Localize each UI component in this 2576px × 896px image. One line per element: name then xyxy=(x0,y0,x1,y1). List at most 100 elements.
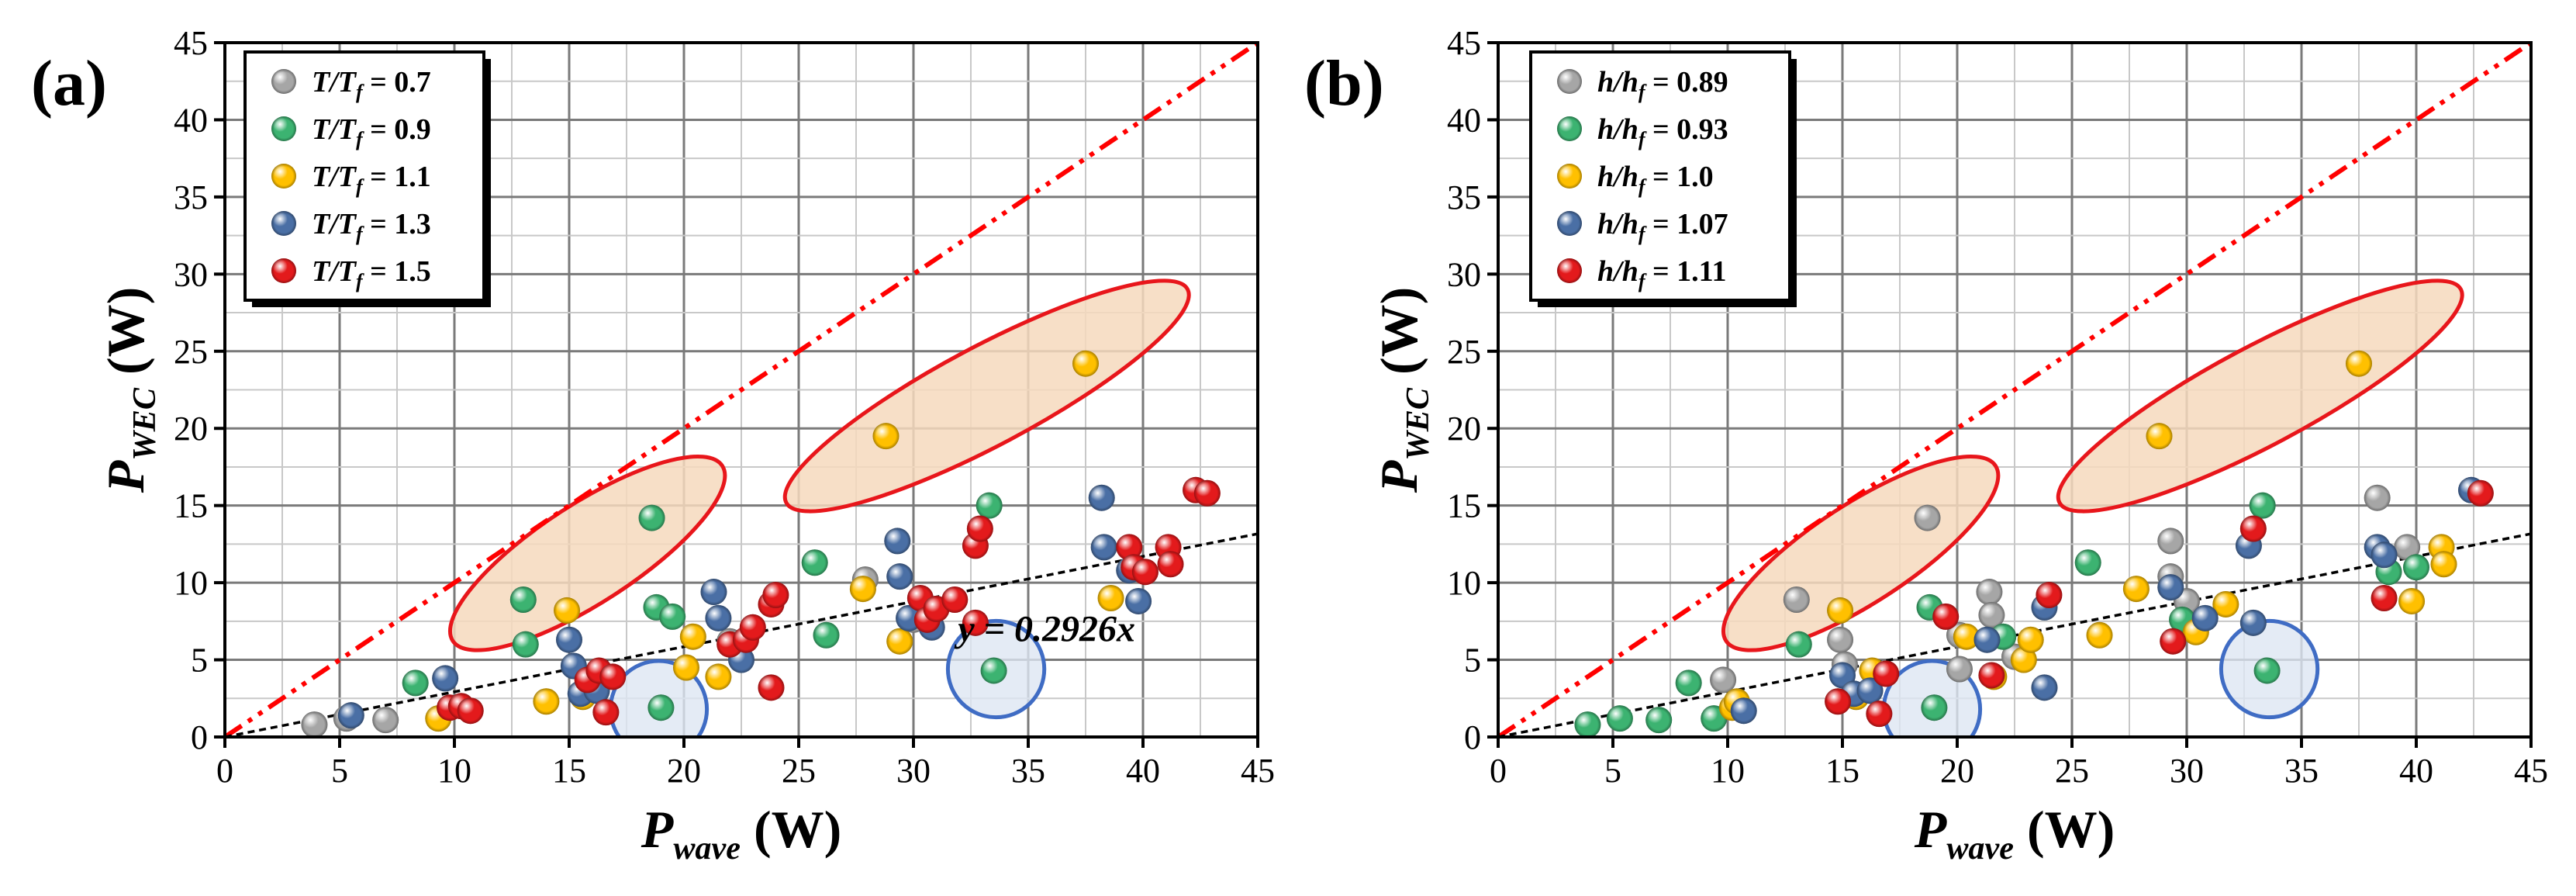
x-tick-label: 30 xyxy=(896,752,931,790)
x-tick-label: 35 xyxy=(1011,752,1045,790)
data-point xyxy=(966,515,993,542)
data-point xyxy=(2364,484,2391,511)
data-point xyxy=(1710,666,1737,694)
highlight-ellipse-2 xyxy=(2056,278,2464,514)
legend-marker xyxy=(1557,69,1582,94)
legend-marker xyxy=(1557,258,1582,283)
x-tick-label: 0 xyxy=(1490,752,1507,790)
data-point xyxy=(2371,585,2398,611)
data-point xyxy=(1090,534,1117,561)
legend-item-4: T/Tf = 1.3 xyxy=(271,208,431,245)
data-point xyxy=(2146,423,2173,450)
data-point xyxy=(975,492,1003,519)
data-point xyxy=(592,699,620,726)
legend-marker xyxy=(271,211,296,236)
legend-label: h/hf = 0.89 xyxy=(1597,66,1728,103)
x-tick-label: 0 xyxy=(216,752,233,790)
data-point xyxy=(1116,534,1143,561)
data-point xyxy=(1125,587,1152,614)
data-point xyxy=(1072,350,1099,377)
x-tick-label: 40 xyxy=(2399,752,2433,790)
data-point xyxy=(647,694,675,721)
data-point xyxy=(512,631,539,658)
identity-line xyxy=(1498,43,2531,737)
series-5 xyxy=(1825,479,2494,728)
data-point xyxy=(1193,479,1221,507)
axis-ticks: 00 5 5 10 10 15 15 20 20 25 25 30 30 35 35 40 40 45 45 xyxy=(174,24,1275,790)
panel-label: (b) xyxy=(1304,47,1384,119)
x-tick-label: 10 xyxy=(437,752,471,790)
data-point xyxy=(849,576,876,603)
data-point xyxy=(1873,660,1900,687)
data-point xyxy=(2191,604,2219,631)
legend-marker xyxy=(271,116,296,141)
y-axis-label: PWEC (W) xyxy=(1369,287,1436,494)
data-point xyxy=(762,582,789,609)
data-point xyxy=(1157,551,1184,578)
x-tick-label: 25 xyxy=(2055,752,2089,790)
data-point xyxy=(705,663,732,690)
legend-item-1: T/Tf = 0.7 xyxy=(271,66,431,103)
data-point xyxy=(1914,504,1941,531)
y-axis-label: PWEC (W) xyxy=(96,287,163,494)
data-point xyxy=(739,614,766,641)
data-point xyxy=(813,621,840,649)
data-point xyxy=(2017,626,2044,653)
legend-item-2: h/hf = 0.93 xyxy=(1557,113,1728,150)
data-point xyxy=(301,711,328,737)
data-point xyxy=(638,504,665,531)
data-point xyxy=(884,528,911,555)
series-5 xyxy=(437,476,1221,726)
data-point xyxy=(1976,579,2003,606)
legend-marker xyxy=(1557,116,1582,141)
legend-item-1: h/hf = 0.89 xyxy=(1557,66,1728,103)
legend-item-3: T/Tf = 1.1 xyxy=(271,161,431,198)
y-tick-label: 20 xyxy=(174,410,208,448)
x-tick-label: 5 xyxy=(331,752,348,790)
legend-label: T/Tf = 0.7 xyxy=(312,66,431,103)
data-point xyxy=(1932,603,1960,630)
data-point xyxy=(872,423,900,450)
x-tick-label: 45 xyxy=(1241,752,1275,790)
y-tick-label: 0 xyxy=(1464,718,1481,756)
data-point xyxy=(1675,669,1702,697)
legend-label: T/Tf = 1.5 xyxy=(312,255,431,292)
legend-label: T/Tf = 1.1 xyxy=(312,161,431,198)
data-point xyxy=(509,586,537,613)
data-point xyxy=(556,626,582,653)
panel-b: 00 5 5 10 10 15 15 20 20 25 25 30 30 35 35 40 40 45 45 Pwav… xyxy=(1304,24,2548,867)
data-point xyxy=(2122,576,2150,603)
plot-content xyxy=(225,43,1258,737)
data-point xyxy=(457,697,484,725)
x-tick-label: 35 xyxy=(2284,752,2319,790)
data-point xyxy=(2394,534,2421,561)
data-point xyxy=(1574,711,1601,737)
data-point xyxy=(1856,677,1884,704)
y-tick-label: 30 xyxy=(1447,255,1481,293)
plot-content xyxy=(1498,43,2531,737)
data-point xyxy=(2398,587,2426,614)
x-tick-label: 40 xyxy=(1126,752,1160,790)
highlight-ellipse-2 xyxy=(782,278,1191,514)
x-tick-label: 45 xyxy=(2514,752,2548,790)
data-point xyxy=(2249,492,2276,519)
data-point xyxy=(1783,586,1810,613)
data-point xyxy=(886,628,913,655)
data-point xyxy=(1097,585,1124,611)
data-point xyxy=(2086,621,2113,649)
x-axis-label: Pwave (W) xyxy=(641,800,841,867)
data-point xyxy=(1921,694,1948,721)
x-tick-label: 20 xyxy=(1940,752,1974,790)
data-point xyxy=(1827,597,1854,624)
data-point xyxy=(2239,609,2267,636)
fit-equation-label: y = 0.2926x xyxy=(954,609,1135,650)
data-point xyxy=(679,623,706,650)
data-point xyxy=(1978,601,2005,628)
data-point xyxy=(801,549,828,576)
legend-item-2: T/Tf = 0.9 xyxy=(271,113,431,150)
legend-marker xyxy=(271,164,296,189)
legend-label: T/Tf = 1.3 xyxy=(312,208,431,245)
legend: h/hf = 0.89 h/hf = 0.93 h/hf = 1.0 h/hf = 1… xyxy=(1529,50,1797,307)
data-point xyxy=(1088,484,1115,511)
